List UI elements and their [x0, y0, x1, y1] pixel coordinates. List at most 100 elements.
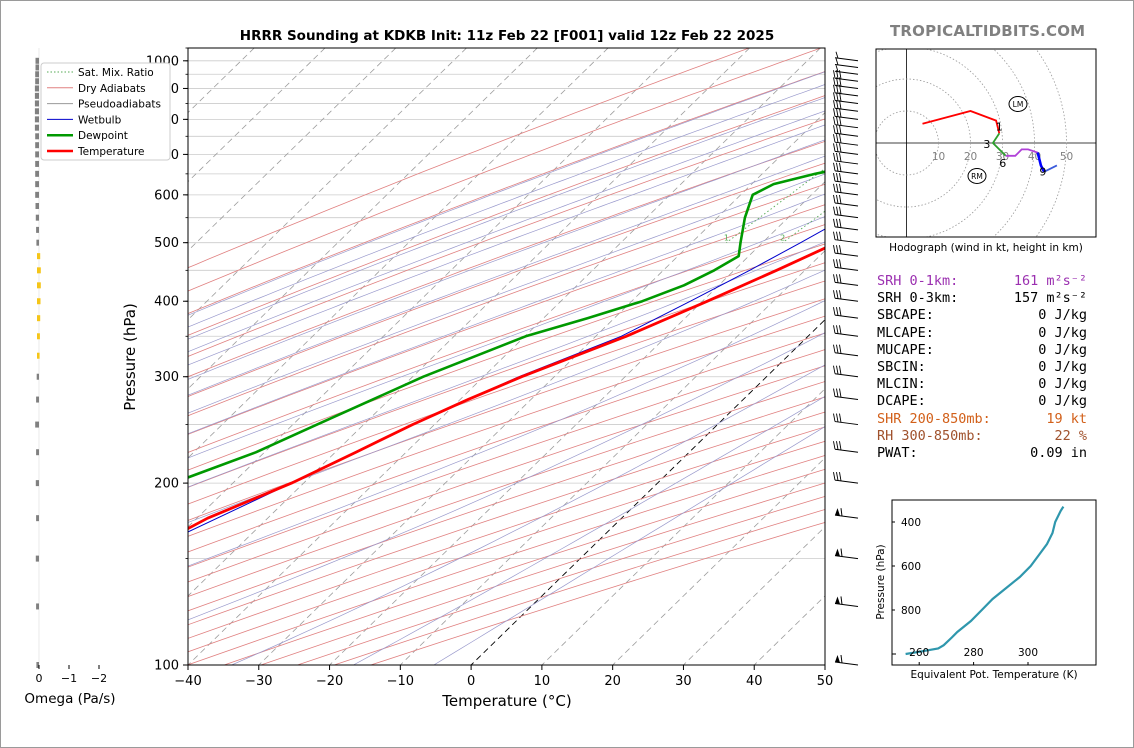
wind-barb-flag: [839, 441, 842, 451]
stat-label: SBCIN:: [877, 358, 926, 375]
omega-tick-label: −1: [61, 672, 77, 685]
wind-barb-flag: [833, 206, 836, 215]
dry-adiabat-line: [188, 162, 825, 397]
wind-barb-flag: [836, 116, 839, 126]
isotherm-line: [188, 48, 609, 459]
stat-label: SRH 0-3km:: [877, 290, 959, 307]
legend-entry: Temperature: [77, 146, 145, 158]
chart-title: HRRR Sounding at KDKB Init: 11z Feb 22 […: [240, 28, 774, 44]
wind-barb-flag: [833, 290, 836, 299]
isotherm-line: [612, 457, 825, 665]
wind-barb-flag: [836, 206, 839, 216]
pseudoadiabat-line: [353, 395, 825, 665]
wind-barb-pennant: [835, 548, 840, 557]
stat-row: MLCIN: 0 J/kg: [877, 376, 1107, 393]
pseudoadiabat-line: [188, 97, 825, 340]
dry-adiabat-line: [188, 71, 825, 315]
dry-adiabat-line: [188, 183, 825, 417]
storm-motion-marker: [1008, 96, 1028, 112]
omega-tick-label: −2: [91, 672, 107, 685]
pseudoadiabat-line: [188, 269, 825, 523]
wind-barb-pennant: [835, 508, 840, 516]
wind-barb-shaft: [834, 99, 859, 104]
wind-barb-shaft: [834, 92, 859, 97]
wind-barb-flag: [833, 413, 836, 422]
omega-bar: [34, 85, 39, 92]
hodograph-ring: [1035, 49, 1067, 237]
wind-barb-flag: [833, 70, 836, 79]
omega-bar: [34, 100, 39, 107]
dry-adiabat-line: [188, 396, 825, 612]
omega-axis-label: Omega (Pa/s): [24, 691, 115, 707]
omega-bar: [37, 282, 41, 289]
hodograph-segment: [1005, 148, 1038, 157]
dry-adiabat-line: [188, 204, 825, 435]
wind-barb-flag: [836, 134, 839, 143]
stat-label: RH 300-850mb:: [877, 427, 983, 444]
isotherm-line: [753, 595, 825, 665]
stat-row: PWAT: 0.09 in: [877, 445, 1107, 462]
dry-adiabat-line: [188, 262, 825, 488]
legend-entry: Dewpoint: [78, 130, 128, 142]
pseudoadiabat-line: [231, 364, 825, 665]
wind-barb-flag: [839, 344, 842, 354]
wind-barb-shaft: [834, 70, 859, 75]
wind-barb-flag: [833, 365, 836, 374]
surface-temperature-label: 8F: [986, 651, 1001, 664]
theta-e-y-tick-label: 600: [901, 561, 921, 573]
wind-barb-flag: [839, 116, 842, 126]
wind-barb-flag: [836, 143, 839, 152]
wind-barb-shaft: [834, 141, 859, 146]
omega-bar: [36, 226, 39, 233]
theta-e-x-axis-label: Equivalent Pot. Temperature (K): [910, 669, 1077, 681]
x-tick-label: 0: [467, 674, 475, 689]
wind-barb-flag: [833, 162, 836, 171]
wind-barb-flag: [839, 206, 842, 216]
wind-barb-flag: [835, 65, 839, 72]
isotherm-line: [824, 664, 825, 665]
wind-barb-flag: [833, 108, 836, 117]
storm-motion-label: LM: [1013, 100, 1024, 109]
wind-barb-flag: [839, 245, 842, 255]
pseudoadiabat-line: [188, 110, 825, 353]
wind-barb-shaft: [834, 115, 859, 120]
wind-barb-flag: [836, 173, 839, 182]
skewt-x-axis-label: Temperature (°C): [441, 692, 571, 710]
wind-barb-flag: [836, 472, 839, 481]
x-tick-label: 10: [534, 674, 551, 689]
wind-barb-flag: [833, 77, 836, 86]
wind-barb-flag: [835, 58, 839, 65]
wind-barb-flag: [836, 84, 839, 94]
wind-barb-flag: [839, 388, 842, 398]
wind-barb-flag: [836, 162, 839, 172]
skewt-y-axis-label: Pressure (hPa): [121, 303, 139, 411]
wind-barb-flag: [840, 548, 843, 557]
y-tick-label: 100: [154, 659, 179, 674]
mixing-ratio-label: 2: [780, 234, 785, 243]
wind-barb-shaft: [834, 252, 859, 257]
skewt-background-lines: 1 2 4 6 8 10 13 16 20 24 30 36: [188, 48, 1134, 665]
wind-barb-flag: [836, 194, 839, 204]
wind-barb-flag: [839, 231, 842, 241]
wind-barb-shaft: [834, 602, 859, 607]
hodograph-caption: Hodograph (wind in kt, height in km): [889, 242, 1083, 254]
stats-panel: SRH 0-1km: 161 m²s⁻² SRH 0-3km: 157 m²s⁻² SB…: [877, 273, 1107, 462]
omega-bar: [35, 203, 39, 210]
stat-value: 161 m²s⁻²: [1013, 273, 1087, 289]
theta-e-axes: 260 280 300 400 600 800: [892, 517, 1038, 665]
mixing-ratio-line: [977, 48, 1134, 243]
dry-adiabat-line: [188, 48, 822, 292]
legend-entry: Sat. Mix. Ratio: [78, 67, 154, 79]
wind-barb-flag: [836, 344, 839, 354]
pseudoadiabat-line: [188, 193, 825, 435]
temperature-line: [188, 246, 825, 531]
dry-adiabat-line: [188, 280, 825, 505]
wind-barb-flag: [833, 84, 836, 93]
stat-value: 0.09 in: [1030, 444, 1087, 461]
wind-barb-flag: [836, 245, 839, 254]
wind-barb-shaft: [834, 239, 859, 244]
dry-adiabat-line: [188, 224, 825, 453]
wind-barb-pennant: [835, 655, 840, 663]
dry-adiabat-line: [188, 48, 750, 269]
